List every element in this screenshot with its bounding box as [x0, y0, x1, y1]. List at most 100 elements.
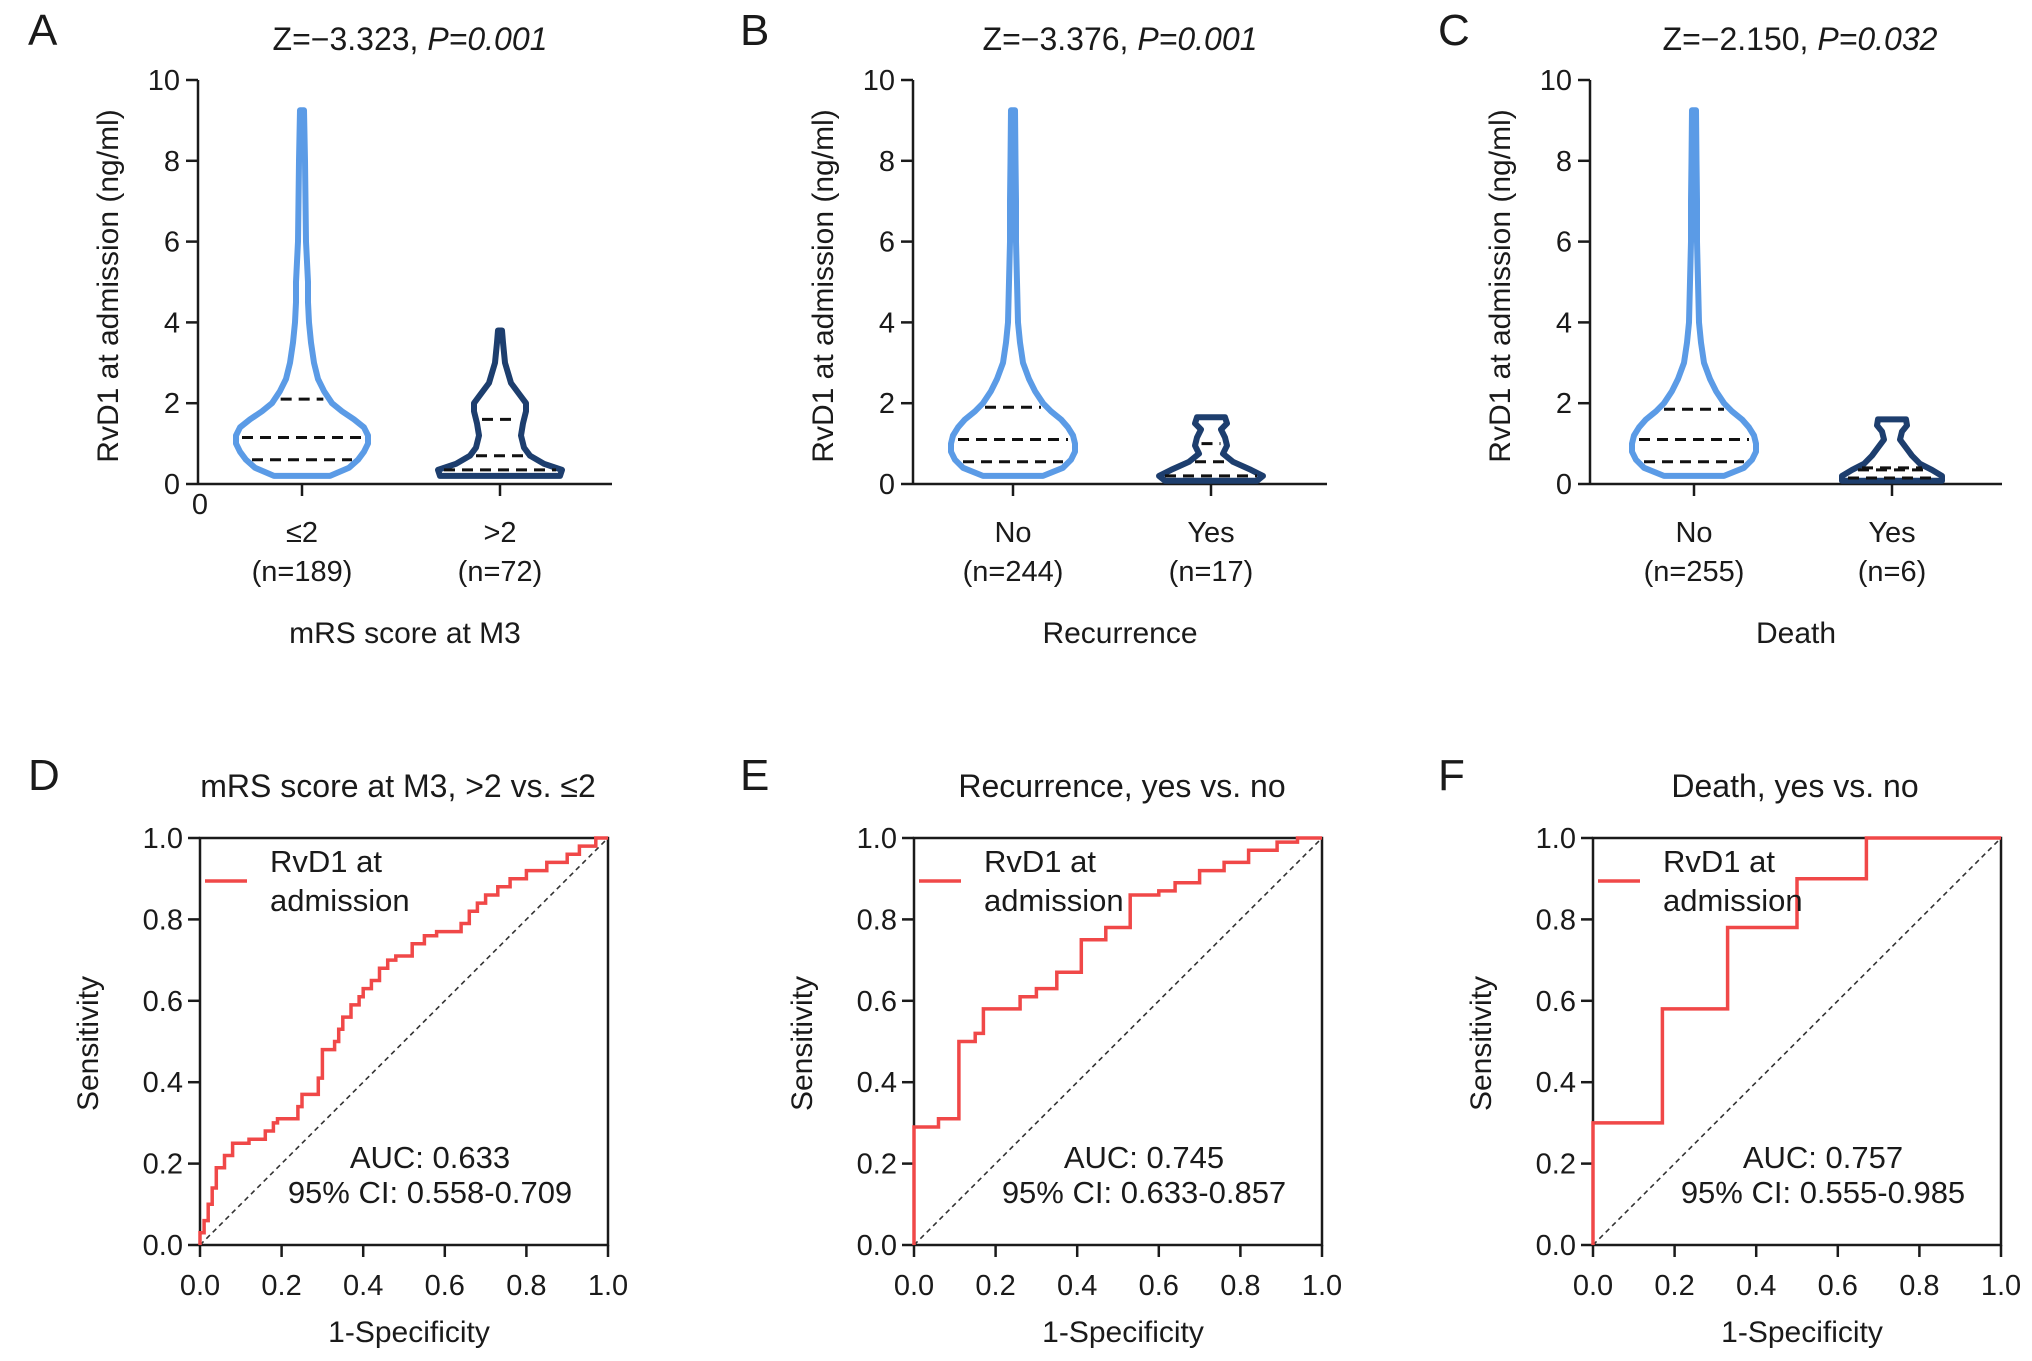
x-tick-label: 0.2 [1654, 1270, 1694, 1302]
stat-p: P=0.032 [1817, 21, 1937, 57]
y-tick-label: 6 [879, 227, 895, 259]
y-tick-label: 0 [164, 469, 180, 501]
y-tick-label: 0 [879, 469, 895, 501]
panel-label: A [28, 6, 58, 55]
roc-title: mRS score at M3, >2 vs. ≤2 [200, 768, 595, 804]
reference-diagonal [1592, 837, 2002, 1246]
group-label: ≤2 [286, 517, 318, 549]
x-tick-label: 0.0 [1573, 1270, 1613, 1302]
plot-frame [198, 836, 610, 1247]
group-n-label: (n=6) [1858, 556, 1927, 588]
y-tick-label: 2 [879, 388, 895, 420]
roc-title: Death, yes vs. no [1671, 768, 1918, 804]
x-axis-label: mRS score at M3 [289, 617, 521, 650]
roc-curve [198, 836, 608, 1245]
reference-diagonal [199, 837, 609, 1246]
y-tick-label: 0.4 [857, 1067, 897, 1099]
roc-panel-f: F Death, yes vs. no 0.0 0.0 0.2 0.2 0.4 0.4 0.6 0… [1438, 751, 2021, 1349]
y-tick-label: 0.8 [143, 904, 183, 936]
panel-label: B [740, 6, 769, 55]
y-tick-label: 0.4 [143, 1067, 183, 1099]
y-axis-label: RvD1 at admission (ng/ml) [92, 109, 125, 462]
group-label: Yes [1187, 517, 1234, 549]
group-label: >2 [483, 517, 516, 549]
legend-label: admission [984, 883, 1124, 918]
x-axis-label: Death [1756, 617, 1836, 650]
x-axis-label: Recurrence [1042, 617, 1197, 650]
y-tick-label: 0 [1556, 469, 1572, 501]
x-tick-label: 0.6 [425, 1270, 465, 1302]
y-tick-label: 1.0 [857, 823, 897, 855]
legend-label: RvD1 at [1663, 844, 1775, 879]
group-label: No [994, 517, 1031, 549]
x-tick-label: 1.0 [1981, 1270, 2021, 1302]
y-tick-label: 0.0 [857, 1230, 897, 1262]
group-n-label: (n=255) [1644, 556, 1745, 588]
y-axis-label: Sensitivity [1465, 976, 1498, 1111]
x-tick-label: 1.0 [588, 1270, 628, 1302]
roc-panel-e: E Recurrence, yes vs. no 0.0 0.0 0.2 0.2 0.4 0.… [740, 751, 1342, 1349]
panel-label: F [1438, 751, 1465, 800]
stat-title: Z=−3.376, P=0.001 [983, 21, 1258, 57]
group-label: No [1675, 517, 1712, 549]
legend-label: admission [270, 883, 410, 918]
violin-shape [435, 327, 565, 479]
y-tick-label: 0.2 [1536, 1149, 1576, 1181]
x-tick-label: 0.6 [1818, 1270, 1858, 1302]
x-tick-label: 0.2 [261, 1270, 301, 1302]
y-tick-label: 0.0 [1536, 1230, 1576, 1262]
y-tick-label: 4 [164, 307, 180, 339]
violin-shape [233, 107, 371, 479]
reference-diagonal [913, 837, 1323, 1246]
x-tick-label: 0.0 [180, 1270, 220, 1302]
x-tick-label: 0.6 [1139, 1270, 1179, 1302]
panel-label: D [28, 751, 60, 800]
x-tick-label: 0.4 [1736, 1270, 1776, 1302]
x-tick-label: 0.8 [1220, 1270, 1260, 1302]
ci-label: 95% CI: 0.555-0.985 [1681, 1175, 1965, 1210]
violin-shape [1839, 416, 1945, 484]
plot-frame [1591, 836, 2003, 1247]
x-axis-label: 1-Specificity [1042, 1316, 1204, 1349]
stat-p: P=0.001 [1137, 21, 1257, 57]
x-axis-label: 1-Specificity [328, 1316, 490, 1349]
roc-curve [1591, 836, 2001, 1245]
panel-label: E [740, 751, 769, 800]
y-tick-label: 0.6 [143, 986, 183, 1018]
y-axis-label: RvD1 at admission (ng/ml) [807, 109, 840, 462]
y-axis-label: RvD1 at admission (ng/ml) [1484, 109, 1517, 462]
y-tick-label: 0.2 [857, 1149, 897, 1181]
stat-z: Z=−2.150, [1663, 21, 1818, 57]
violin-panel-a: A Z=−3.323, P=0.001 0 2 4 6 8 10 0 RvD1 at admiss… [28, 6, 612, 650]
stat-title: Z=−3.323, P=0.001 [273, 21, 548, 57]
panel-label: C [1438, 6, 1470, 55]
group-n-label: (n=244) [963, 556, 1064, 588]
x-tick-label: 0.8 [1899, 1270, 1939, 1302]
x-axis-label: 1-Specificity [1721, 1316, 1883, 1349]
y-tick-label: 0.8 [857, 904, 897, 936]
legend-label: RvD1 at [984, 844, 1096, 879]
y-tick-label: 0.2 [143, 1149, 183, 1181]
x-tick-label: 1.0 [1302, 1270, 1342, 1302]
y-tick-label: 0.6 [1536, 986, 1576, 1018]
group-n-label: (n=17) [1169, 556, 1254, 588]
group-n-label: (n=72) [458, 556, 543, 588]
y-tick-label: 10 [1540, 65, 1572, 97]
violin-shape [1629, 107, 1759, 479]
origin-label: 0 [192, 489, 208, 521]
stat-title: Z=−2.150, P=0.032 [1663, 21, 1938, 57]
stat-p: P=0.001 [427, 21, 547, 57]
y-tick-label: 10 [863, 65, 895, 97]
y-tick-label: 6 [1556, 227, 1572, 259]
y-tick-label: 0.4 [1536, 1067, 1576, 1099]
y-tick-label: 1.0 [1536, 823, 1576, 855]
y-tick-label: 4 [879, 307, 895, 339]
y-tick-label: 8 [164, 146, 180, 178]
x-tick-label: 0.8 [506, 1270, 546, 1302]
y-tick-label: 1.0 [143, 823, 183, 855]
y-tick-label: 0.8 [1536, 904, 1576, 936]
y-axis-label: Sensitivity [72, 976, 105, 1111]
plot-frame [912, 836, 1324, 1247]
